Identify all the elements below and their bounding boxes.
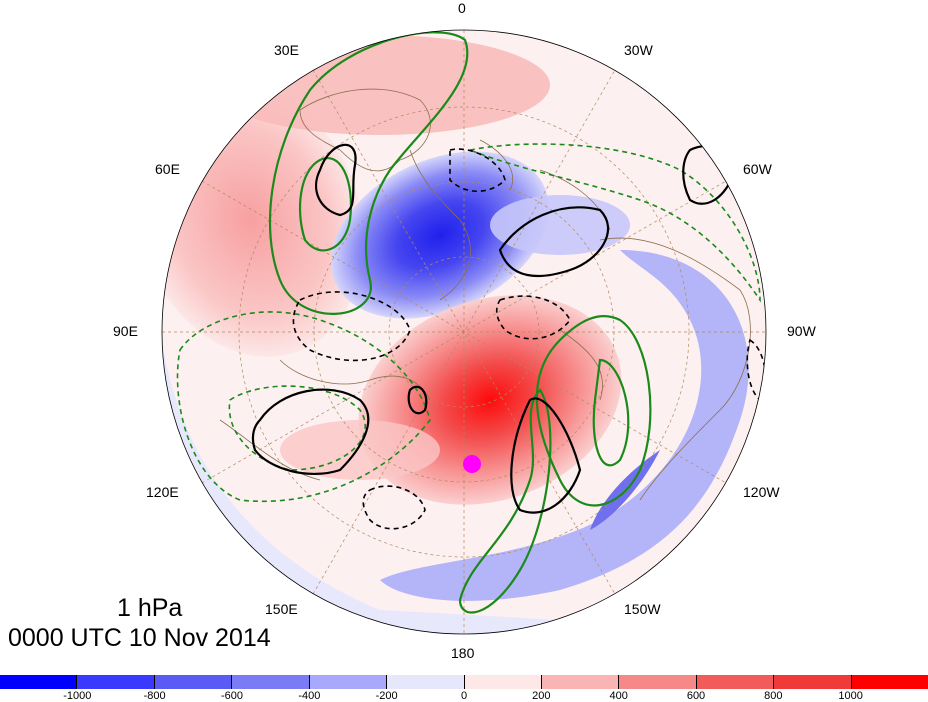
- colorbar-swatch: [541, 675, 620, 689]
- blue-anomaly-core: [331, 151, 549, 319]
- colorbar-swatch: [309, 675, 388, 689]
- lon-label-120e: 120E: [146, 484, 179, 500]
- colorbar-swatch: [154, 675, 233, 689]
- pink-anomaly-south: [280, 420, 440, 480]
- colorbar-tick-label: -600: [220, 690, 244, 702]
- map-fill: [162, 30, 766, 634]
- blue-anomaly-east: [490, 195, 630, 255]
- colorbar-swatch: [77, 675, 155, 689]
- lon-label-60e: 60E: [155, 161, 180, 177]
- colorbar-tick-label: 600: [686, 690, 706, 702]
- blue-anomaly-arc: [380, 250, 749, 601]
- colorbar-swatch: [774, 675, 852, 689]
- colorbar-tick-label: 800: [764, 690, 783, 702]
- lon-label-90w: 90W: [787, 323, 816, 339]
- colorbar-swatch: [464, 675, 542, 689]
- green-contours-dashed: [176, 143, 761, 502]
- time-label: 0000 UTC 10 Nov 2014: [8, 624, 271, 652]
- lon-label-180: 180: [451, 645, 475, 661]
- lon-label-30w: 30W: [624, 42, 653, 58]
- level-label: 1 hPa: [117, 594, 183, 622]
- lon-label-150e: 150E: [265, 601, 298, 617]
- colorbar-swatch: [619, 675, 697, 689]
- colorbar: [0, 675, 928, 689]
- colorbar-tick-label: 400: [609, 690, 628, 702]
- graticule: [162, 30, 766, 634]
- colorbar-swatch: [851, 675, 928, 689]
- colorbar-swatch: [387, 675, 465, 689]
- lon-label-90e: 90E: [113, 323, 138, 339]
- colorbar-tick-label: -1000: [63, 690, 92, 702]
- lon-label-150w: 150W: [624, 601, 661, 617]
- colorbar-swatch: [232, 675, 310, 689]
- colorbar-tick-label: 0: [460, 690, 468, 702]
- lon-label-120w: 120W: [743, 484, 780, 500]
- colorbar-tick-label: -200: [375, 690, 398, 702]
- colorbar-swatch: [696, 675, 775, 689]
- location-marker: [463, 455, 481, 473]
- colorbar-tick-label: 1000: [838, 690, 863, 702]
- colorbar-tick-label: -800: [143, 690, 166, 702]
- lon-label-30e: 30E: [274, 42, 299, 58]
- green-contours-solid: [268, 31, 652, 614]
- colorbar-tick-label: -400: [298, 690, 321, 702]
- lon-label-0: 0: [458, 0, 466, 16]
- map-boundary: [161, 29, 767, 635]
- colorbar-tick-label: 200: [532, 690, 551, 702]
- pink-anomaly-north: [210, 35, 550, 135]
- colorbar-swatch: [0, 675, 78, 689]
- lon-label-60w: 60W: [743, 161, 772, 177]
